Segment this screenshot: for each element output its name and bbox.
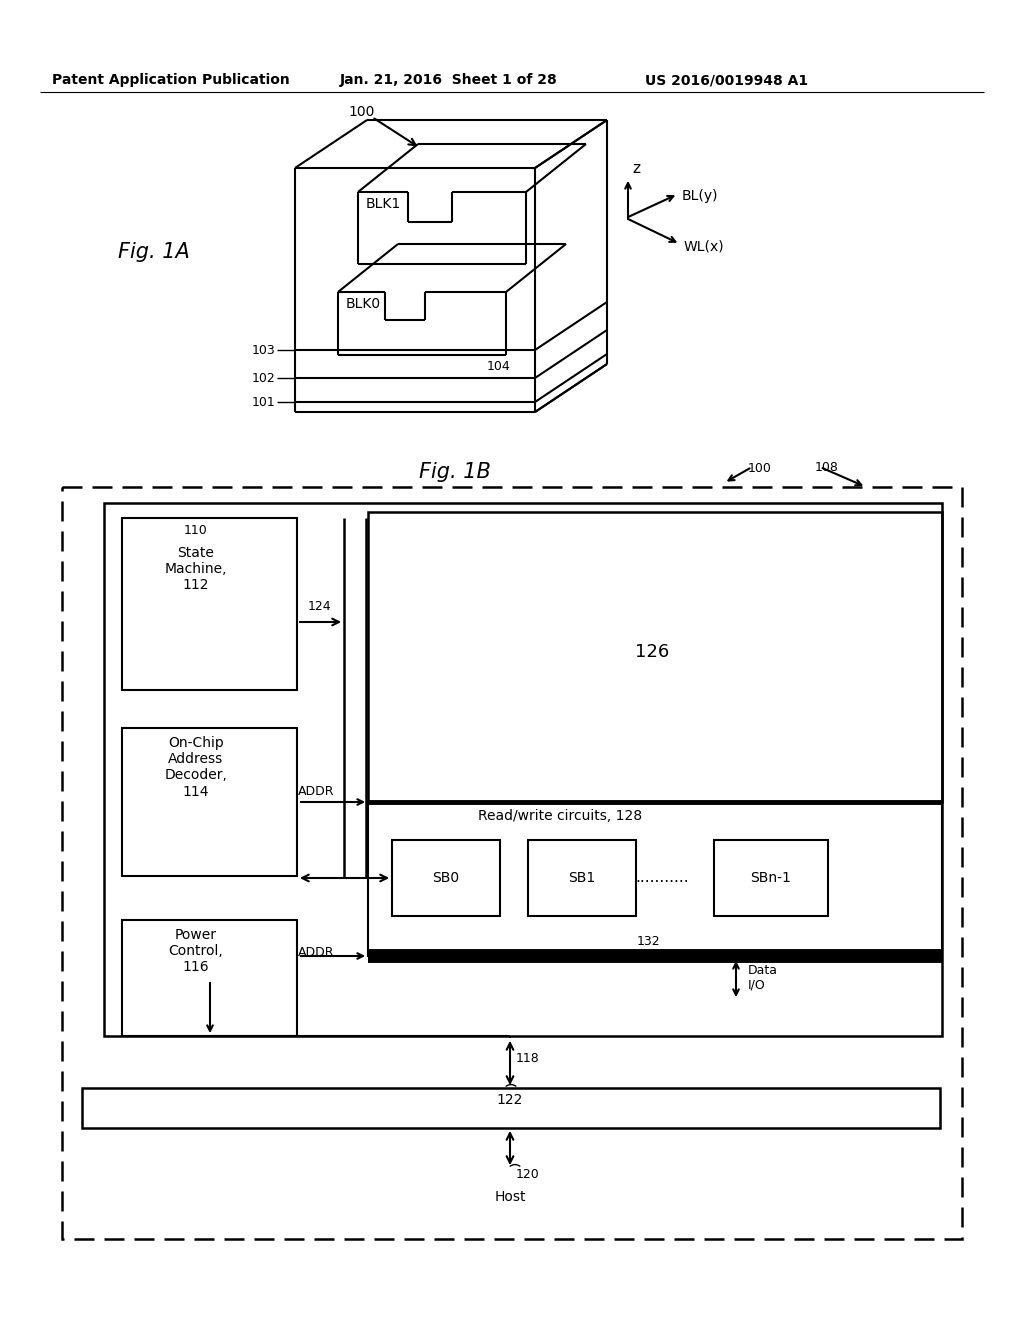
- Text: Data
I/O: Data I/O: [748, 964, 778, 993]
- Text: 132: 132: [636, 935, 659, 948]
- Text: Patent Application Publication: Patent Application Publication: [52, 73, 290, 87]
- Bar: [368, 803, 942, 956]
- Text: Jan. 21, 2016  Sheet 1 of 28: Jan. 21, 2016 Sheet 1 of 28: [340, 73, 558, 87]
- Text: Power
Control,
116: Power Control, 116: [169, 928, 223, 974]
- Text: On-Chip
Address
Decoder,
114: On-Chip Address Decoder, 114: [165, 737, 227, 799]
- Bar: [368, 512, 942, 803]
- Text: Fig. 1A: Fig. 1A: [118, 242, 189, 261]
- Text: US 2016/0019948 A1: US 2016/0019948 A1: [645, 73, 808, 87]
- Text: ...........: ...........: [635, 870, 689, 886]
- Text: 122: 122: [497, 1093, 523, 1107]
- Text: BLK1: BLK1: [366, 197, 401, 211]
- Text: 100: 100: [348, 106, 375, 119]
- Text: BLK0: BLK0: [346, 297, 381, 312]
- Text: State
Machine,
112: State Machine, 112: [165, 546, 227, 593]
- Bar: [122, 920, 297, 1036]
- Text: ADDR: ADDR: [298, 785, 335, 799]
- Text: 108: 108: [815, 461, 839, 474]
- Text: 118: 118: [516, 1052, 540, 1064]
- Text: z: z: [632, 161, 640, 176]
- Text: ADDR: ADDR: [298, 945, 335, 958]
- Text: SB1: SB1: [568, 871, 596, 884]
- Bar: [122, 729, 297, 876]
- Text: WL(x): WL(x): [684, 239, 725, 253]
- Text: 100: 100: [748, 462, 772, 475]
- Text: 101: 101: [251, 396, 275, 408]
- Bar: [82, 1088, 940, 1129]
- Text: 126: 126: [635, 643, 669, 661]
- Text: 120: 120: [516, 1168, 540, 1181]
- Text: 104: 104: [487, 360, 511, 374]
- Text: SB0: SB0: [432, 871, 460, 884]
- Bar: [528, 840, 636, 916]
- Text: Read/write circuits, 128: Read/write circuits, 128: [478, 809, 642, 822]
- Bar: [392, 840, 500, 916]
- Text: 103: 103: [251, 343, 275, 356]
- Bar: [714, 840, 828, 916]
- Text: BL(y): BL(y): [682, 189, 719, 203]
- Bar: [62, 487, 962, 1239]
- Text: 102: 102: [251, 371, 275, 384]
- Text: Fig. 1B: Fig. 1B: [419, 462, 490, 482]
- Bar: [122, 517, 297, 690]
- Text: 124: 124: [308, 601, 332, 612]
- Text: Host: Host: [495, 1191, 525, 1204]
- Text: 110: 110: [184, 524, 208, 537]
- Text: SBn-1: SBn-1: [751, 871, 792, 884]
- Bar: [104, 503, 942, 1036]
